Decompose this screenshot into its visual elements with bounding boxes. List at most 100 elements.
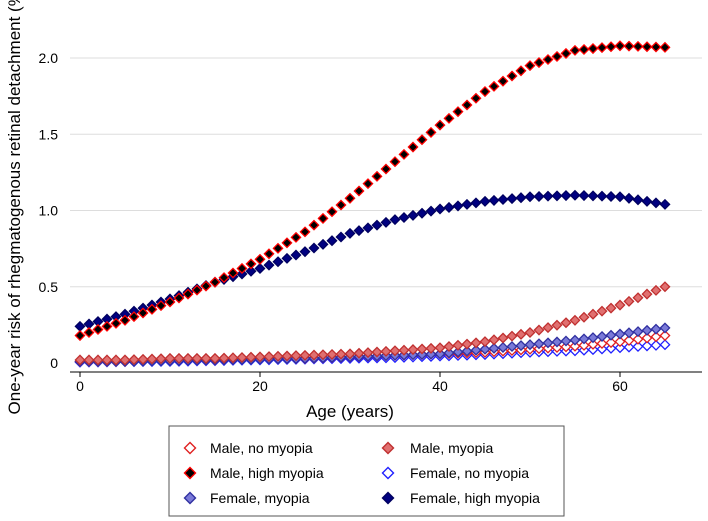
data-point	[434, 119, 446, 131]
data-point	[587, 338, 599, 350]
data-point	[587, 308, 599, 320]
data-point	[119, 314, 131, 326]
x-axis-title: Age (years)	[306, 402, 394, 421]
data-point	[290, 249, 302, 261]
data-point	[614, 328, 626, 340]
data-point	[479, 336, 491, 348]
data-point	[353, 347, 365, 359]
data-point	[497, 341, 509, 353]
data-point	[119, 354, 131, 366]
data-point	[569, 314, 581, 326]
data-point	[371, 170, 383, 182]
data-point	[254, 253, 266, 265]
data-point	[614, 191, 626, 203]
data-point	[560, 335, 572, 347]
data-point	[461, 99, 473, 111]
data-point	[74, 330, 86, 342]
data-point	[452, 346, 464, 358]
data-point	[542, 337, 554, 349]
data-point	[371, 219, 383, 231]
data-point	[578, 339, 590, 351]
data-point	[155, 353, 167, 365]
data-point	[254, 262, 266, 274]
data-point	[272, 350, 284, 362]
data-point	[542, 54, 554, 66]
data-point	[551, 50, 563, 62]
data-point	[299, 246, 311, 258]
data-point	[641, 41, 653, 53]
y-tick-label: 0	[50, 355, 58, 371]
data-point	[398, 148, 410, 160]
data-point	[560, 190, 572, 202]
data-point	[326, 235, 338, 247]
data-point	[110, 317, 122, 329]
data-point	[623, 334, 635, 346]
data-point	[524, 326, 536, 339]
legend-marker	[183, 466, 197, 480]
data-point	[299, 226, 311, 238]
data-point	[362, 347, 374, 359]
data-point	[587, 190, 599, 202]
data-point	[632, 194, 644, 206]
data-point	[344, 227, 356, 239]
data-point	[650, 339, 662, 351]
series-male-high-myopia	[74, 40, 671, 342]
data-point	[317, 349, 329, 361]
data-point	[650, 284, 662, 296]
data-point	[632, 326, 644, 338]
data-point	[353, 185, 365, 197]
data-point	[416, 343, 428, 355]
legend-label: Male, myopia	[410, 440, 493, 456]
data-point	[317, 212, 329, 224]
legend-label: Female, myopia	[210, 490, 310, 506]
data-point	[596, 305, 608, 317]
data-point	[506, 341, 518, 353]
data-point	[641, 340, 653, 352]
data-point	[245, 351, 257, 363]
x-tick-label: 40	[432, 378, 448, 394]
data-point	[470, 92, 482, 104]
data-point	[605, 41, 617, 53]
data-point	[614, 40, 626, 52]
data-point	[578, 333, 590, 345]
data-point	[506, 193, 518, 205]
data-point	[245, 265, 257, 277]
data-point	[146, 353, 158, 365]
legend-label: Male, high myopia	[210, 465, 324, 481]
data-point	[218, 272, 230, 284]
data-point	[659, 330, 671, 342]
data-point	[452, 200, 464, 212]
x-tick-label: 60	[612, 378, 628, 394]
data-point	[596, 42, 608, 54]
data-point	[524, 191, 536, 203]
data-point	[488, 194, 500, 206]
data-point	[470, 344, 482, 356]
data-point	[281, 237, 293, 249]
data-point	[650, 323, 662, 335]
data-point	[200, 352, 212, 364]
data-point	[434, 203, 446, 215]
data-point	[569, 334, 581, 346]
y-tick-label: 0.5	[39, 279, 59, 295]
data-point	[182, 352, 194, 364]
data-point	[497, 194, 509, 206]
legend-marker	[183, 491, 197, 505]
data-point	[74, 320, 86, 332]
data-point	[641, 288, 653, 300]
data-point	[605, 342, 617, 354]
data-point	[443, 341, 455, 353]
data-point	[479, 86, 491, 98]
legend-label: Male, no myopia	[210, 440, 313, 456]
x-tick-label: 20	[252, 378, 268, 394]
data-point	[605, 190, 617, 202]
data-point	[641, 324, 653, 336]
data-point	[506, 330, 518, 342]
y-tick-label: 2.0	[39, 50, 59, 66]
data-point	[335, 348, 347, 360]
data-point	[515, 65, 527, 77]
y-axis-ticks: 0 0.5 1.0 1.5 2.0	[39, 50, 59, 371]
data-point	[515, 340, 527, 352]
data-point	[236, 262, 248, 274]
data-point	[128, 311, 140, 323]
data-point	[173, 352, 185, 364]
